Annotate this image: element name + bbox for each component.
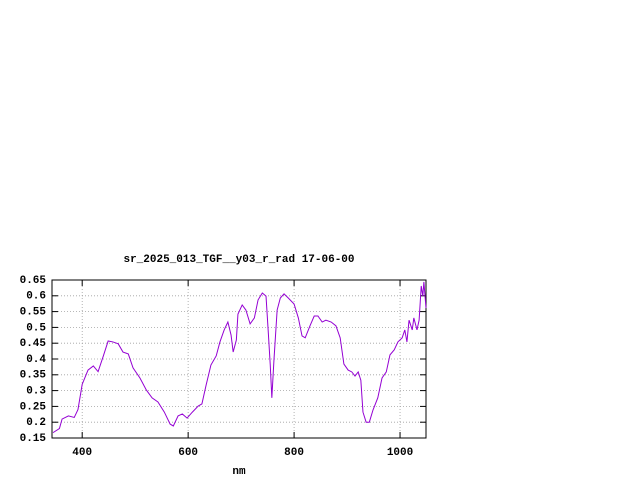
x-axis-label: nm [232, 466, 246, 478]
x-tick-label: 800 [284, 447, 304, 459]
chart-title: sr_2025_013_TGF__y03_r_rad 17-06-00 [123, 254, 354, 266]
y-tick-label: 0.55 [20, 307, 47, 319]
y-tick-label: 0.35 [20, 370, 47, 382]
y-tick-label: 0.65 [20, 275, 47, 287]
y-tick-label: 0.4 [26, 354, 46, 366]
data-line [52, 281, 427, 434]
y-tick-label: 0.45 [20, 338, 47, 350]
y-tick-label: 0.5 [26, 322, 46, 334]
x-tick-label: 400 [72, 447, 92, 459]
y-tick-label: 0.25 [20, 401, 47, 413]
y-tick-label: 0.15 [20, 433, 47, 445]
y-tick-label: 0.2 [26, 417, 46, 429]
y-tick-label: 0.6 [26, 291, 46, 303]
x-tick-label: 1000 [387, 447, 413, 459]
x-tick-label: 600 [178, 447, 198, 459]
y-tick-label: 0.3 [26, 386, 46, 398]
plot-frame [51, 279, 427, 439]
